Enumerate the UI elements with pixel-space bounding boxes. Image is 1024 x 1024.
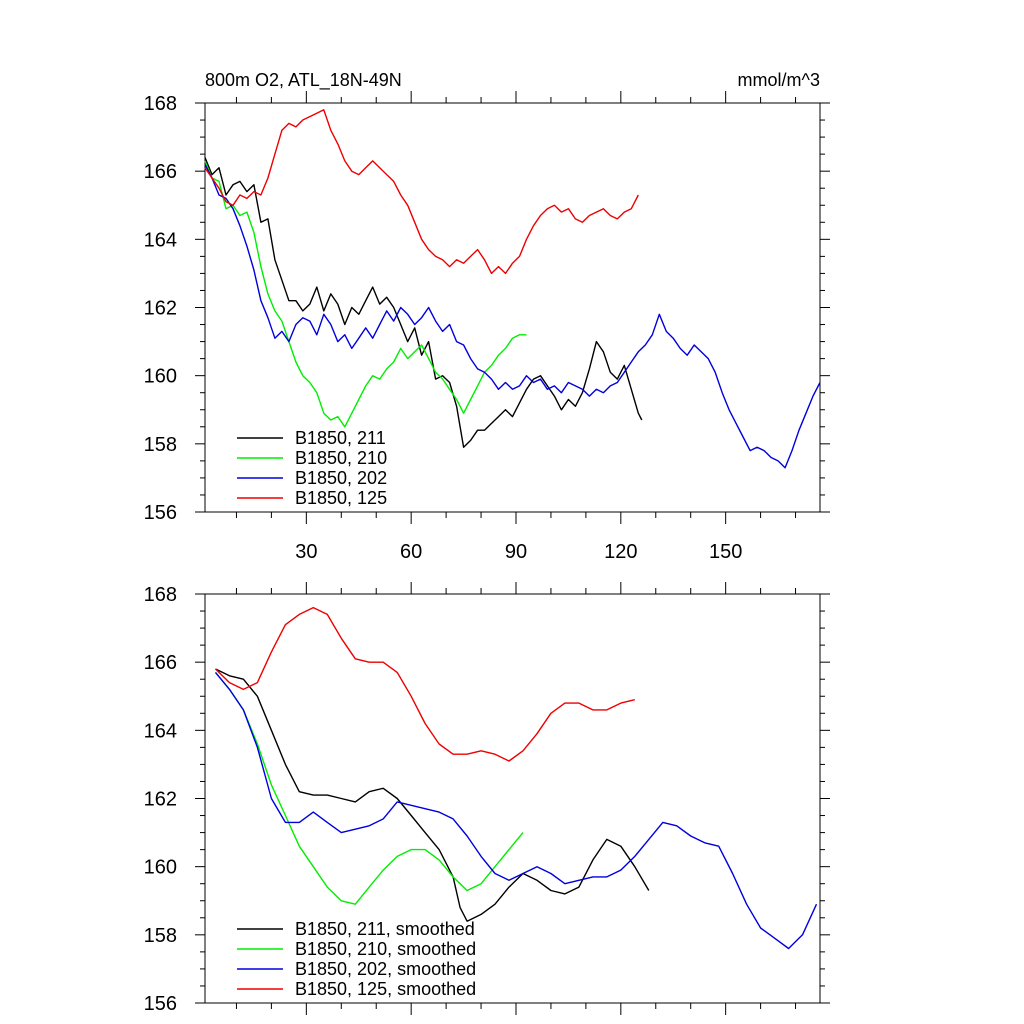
series-lines xyxy=(204,109,821,469)
bottom-panel: 156 158 160 162 164 166 168 B1850, 211, smooth… xyxy=(144,582,830,1015)
legend-label: B1850, 211, smoothed xyxy=(295,919,475,939)
y-tick-label: 160 xyxy=(144,366,177,388)
y-tick-label: 162 xyxy=(144,298,177,320)
x-tick-label: 90 xyxy=(505,541,527,563)
y-tick-label: 168 xyxy=(144,584,177,606)
legend-label: B1850, 210, smoothed xyxy=(295,939,476,959)
x-tick-label: 150 xyxy=(709,541,742,563)
y-tick-label: 164 xyxy=(144,229,177,251)
x-tick-label: 120 xyxy=(604,541,637,563)
series-line-0 xyxy=(204,157,643,448)
y-tick-label: 162 xyxy=(144,789,177,811)
series-line-2 xyxy=(214,671,818,950)
legend-label: B1850, 202 xyxy=(295,468,387,488)
series-line-1 xyxy=(204,160,527,428)
y-tick-label: 158 xyxy=(144,434,177,456)
axis-ticks xyxy=(195,91,830,524)
y-tick-label: 156 xyxy=(144,993,177,1015)
axis-ticks xyxy=(195,582,830,1015)
y-tick-label: 166 xyxy=(144,652,177,674)
legend-label: B1850, 125, smoothed xyxy=(295,979,476,999)
y-tick-label: 168 xyxy=(144,93,177,115)
y-tick-label: 158 xyxy=(144,925,177,947)
chart-title: 800m O2, ATL_18N-49N xyxy=(205,70,402,91)
top-panel: 800m O2, ATL_18N-49N mmol/m^3 1561581601… xyxy=(144,70,830,563)
y-tick-labels: 156 158 160 162 164 166 168 xyxy=(144,584,177,1015)
legend-label: B1850, 202, smoothed xyxy=(295,959,476,979)
y-tick-label: 156 xyxy=(144,502,177,524)
series-line-0 xyxy=(215,668,650,922)
x-tick-label: 30 xyxy=(295,541,317,563)
y-tick-label: 164 xyxy=(144,720,177,742)
y-tick-label: 160 xyxy=(144,857,177,879)
series-line-3 xyxy=(215,606,635,762)
series-lines xyxy=(214,606,818,950)
y-tick-label: 166 xyxy=(144,161,177,183)
y-tick-labels: 156 158 160 162 164 166 168 xyxy=(144,93,177,524)
series-line-3 xyxy=(204,109,639,275)
legend-label: B1850, 211 xyxy=(295,428,386,448)
x-tick-label: 60 xyxy=(400,541,422,563)
legend-label: B1850, 210 xyxy=(295,448,387,468)
series-line-2 xyxy=(204,164,821,469)
units-label: mmol/m^3 xyxy=(738,70,820,90)
legend-label: B1850, 125 xyxy=(295,488,387,508)
x-tick-labels: 30 60 90 120 150 xyxy=(295,541,742,563)
series-line-1 xyxy=(214,671,524,905)
